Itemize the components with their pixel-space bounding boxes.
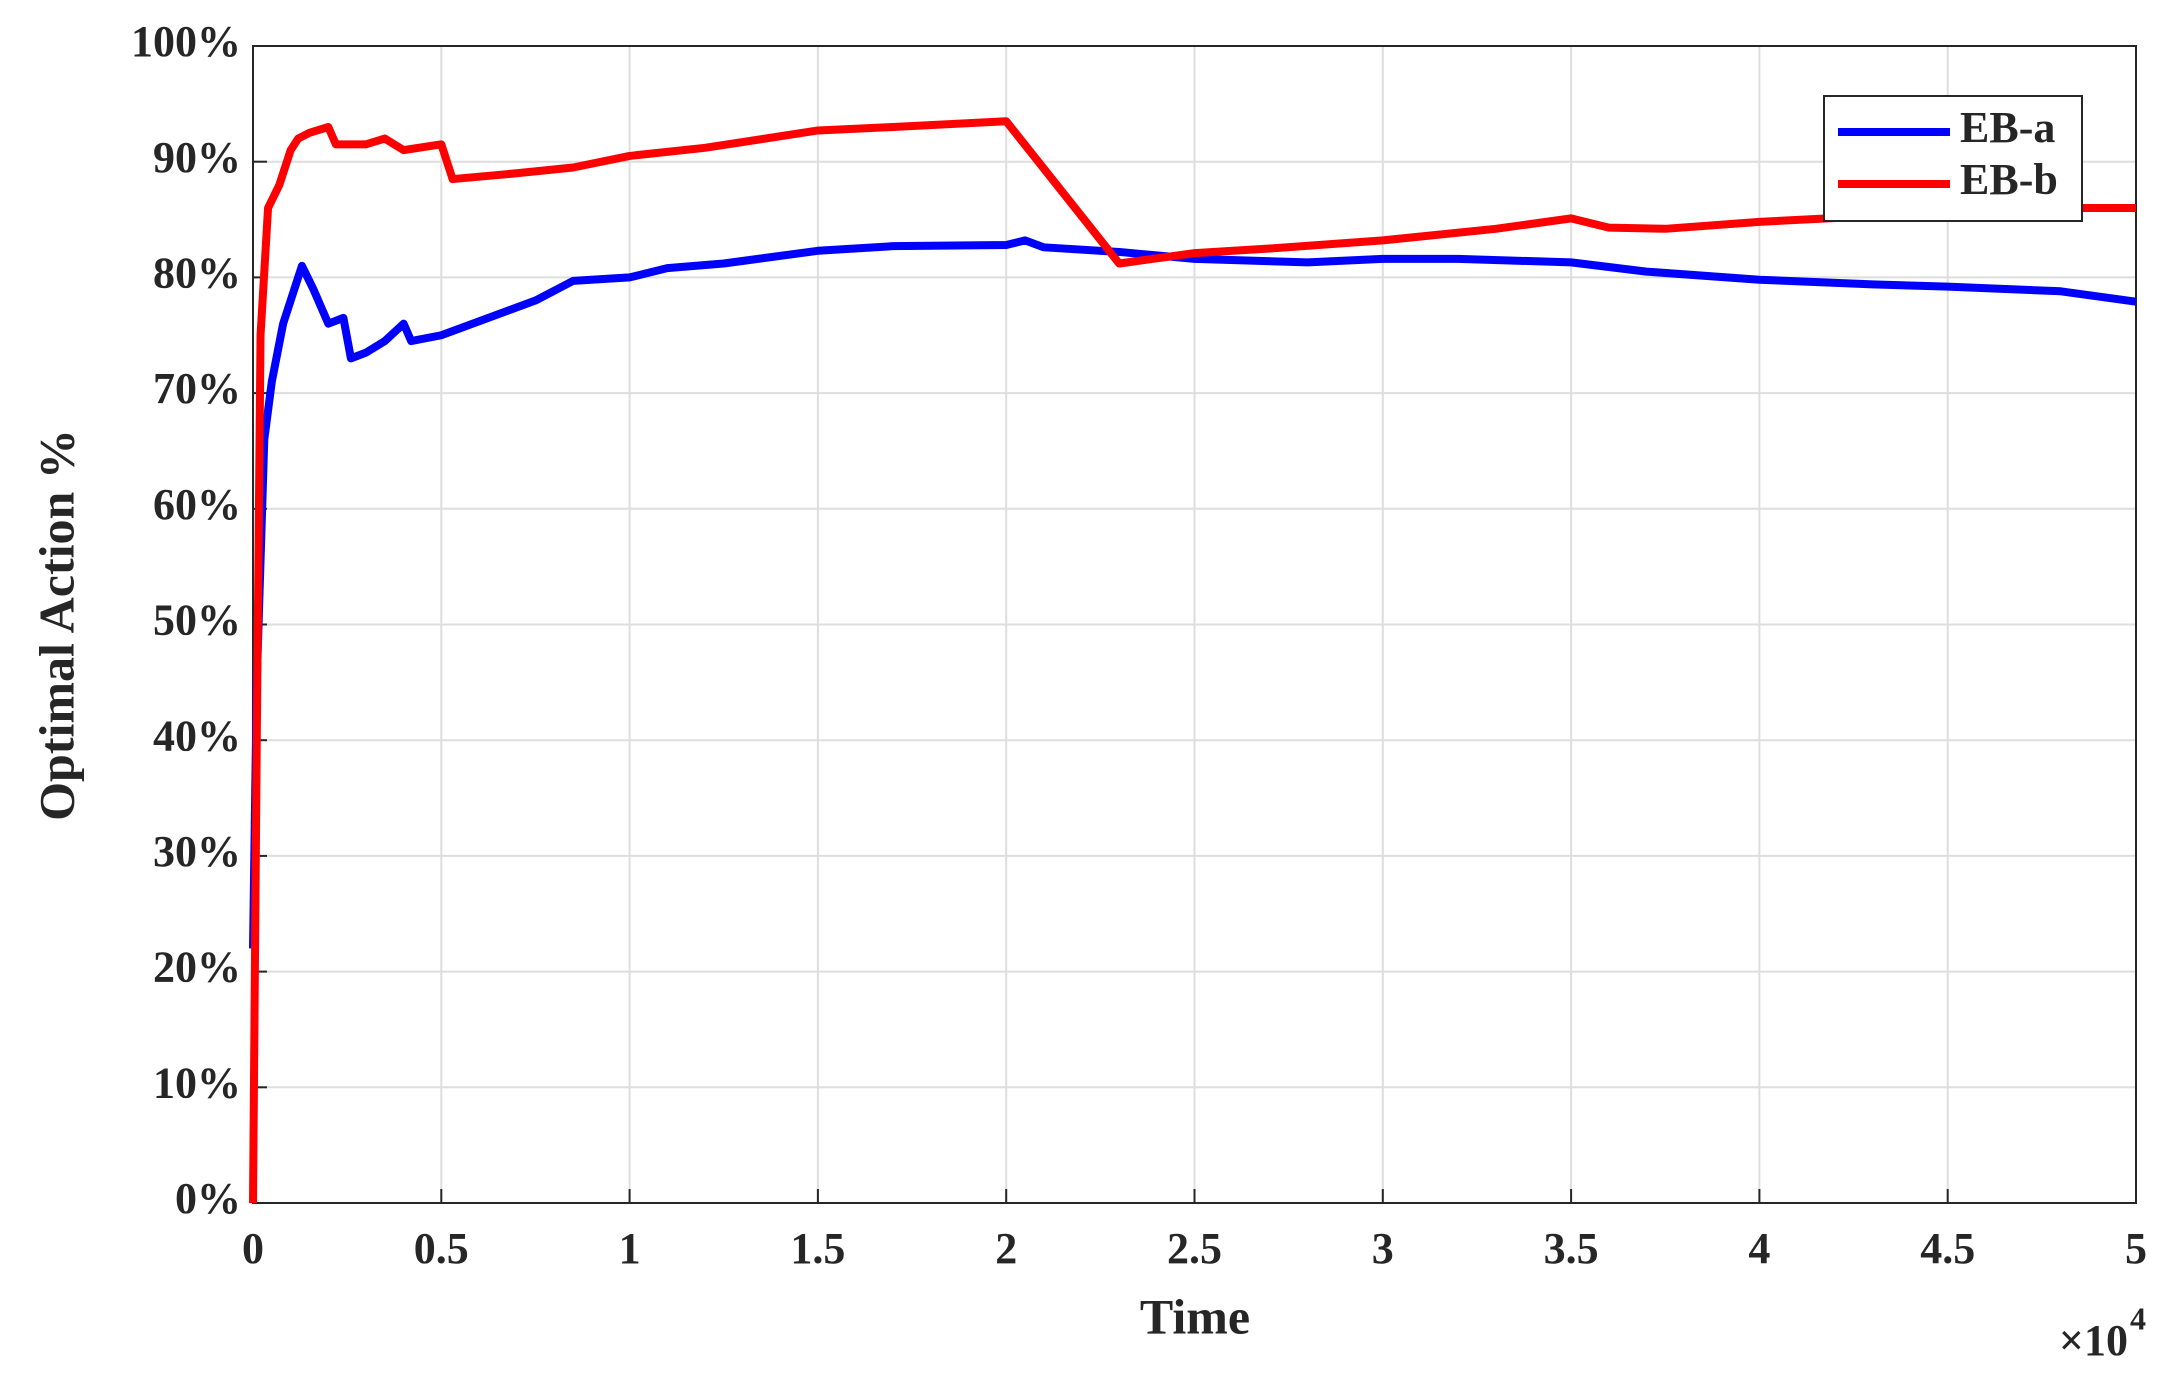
y-tick-label: 50% [153,596,241,645]
y-tick-label: 10% [153,1058,241,1107]
x-tick-label: 2 [995,1224,1017,1273]
y-tick-label: 90% [153,133,241,182]
x-multiplier-exponent: 4 [2130,1300,2146,1336]
x-tick-label: 0.5 [414,1224,469,1273]
x-tick-label: 0 [242,1224,264,1273]
y-tick-label: 70% [153,364,241,413]
y-tick-label: 40% [153,711,241,760]
legend-label: EB-b [1960,155,2058,204]
x-axis-label: Time [1140,1288,1250,1344]
series-line [249,236,2137,949]
y-tick-label: 0% [175,1174,241,1223]
x-tick-label: 2.5 [1167,1224,1222,1273]
y-tick-label: 80% [153,248,241,297]
plot-frame [252,45,2137,1204]
legend-box [1823,95,2083,222]
y-axis-label: Optimal Action % [28,429,84,821]
series-line [249,117,2136,1204]
x-multiplier: ×10 [2059,1316,2128,1365]
x-tick-label: 3.5 [1544,1224,1599,1273]
x-tick-label: 4.5 [1920,1224,1975,1273]
legend-label: EB-a [1960,103,2055,152]
x-tick-label: 4 [1748,1224,1770,1273]
y-tick-label: 30% [153,827,241,876]
x-tick-label: 1 [619,1224,641,1273]
x-tick-label: 1.5 [790,1224,845,1273]
y-tick-label: 60% [153,480,241,529]
x-tick-label: 3 [1372,1224,1394,1273]
y-tick-label: 20% [153,943,241,992]
y-tick-label: 100% [131,17,241,66]
x-tick-label: 5 [2125,1224,2147,1273]
